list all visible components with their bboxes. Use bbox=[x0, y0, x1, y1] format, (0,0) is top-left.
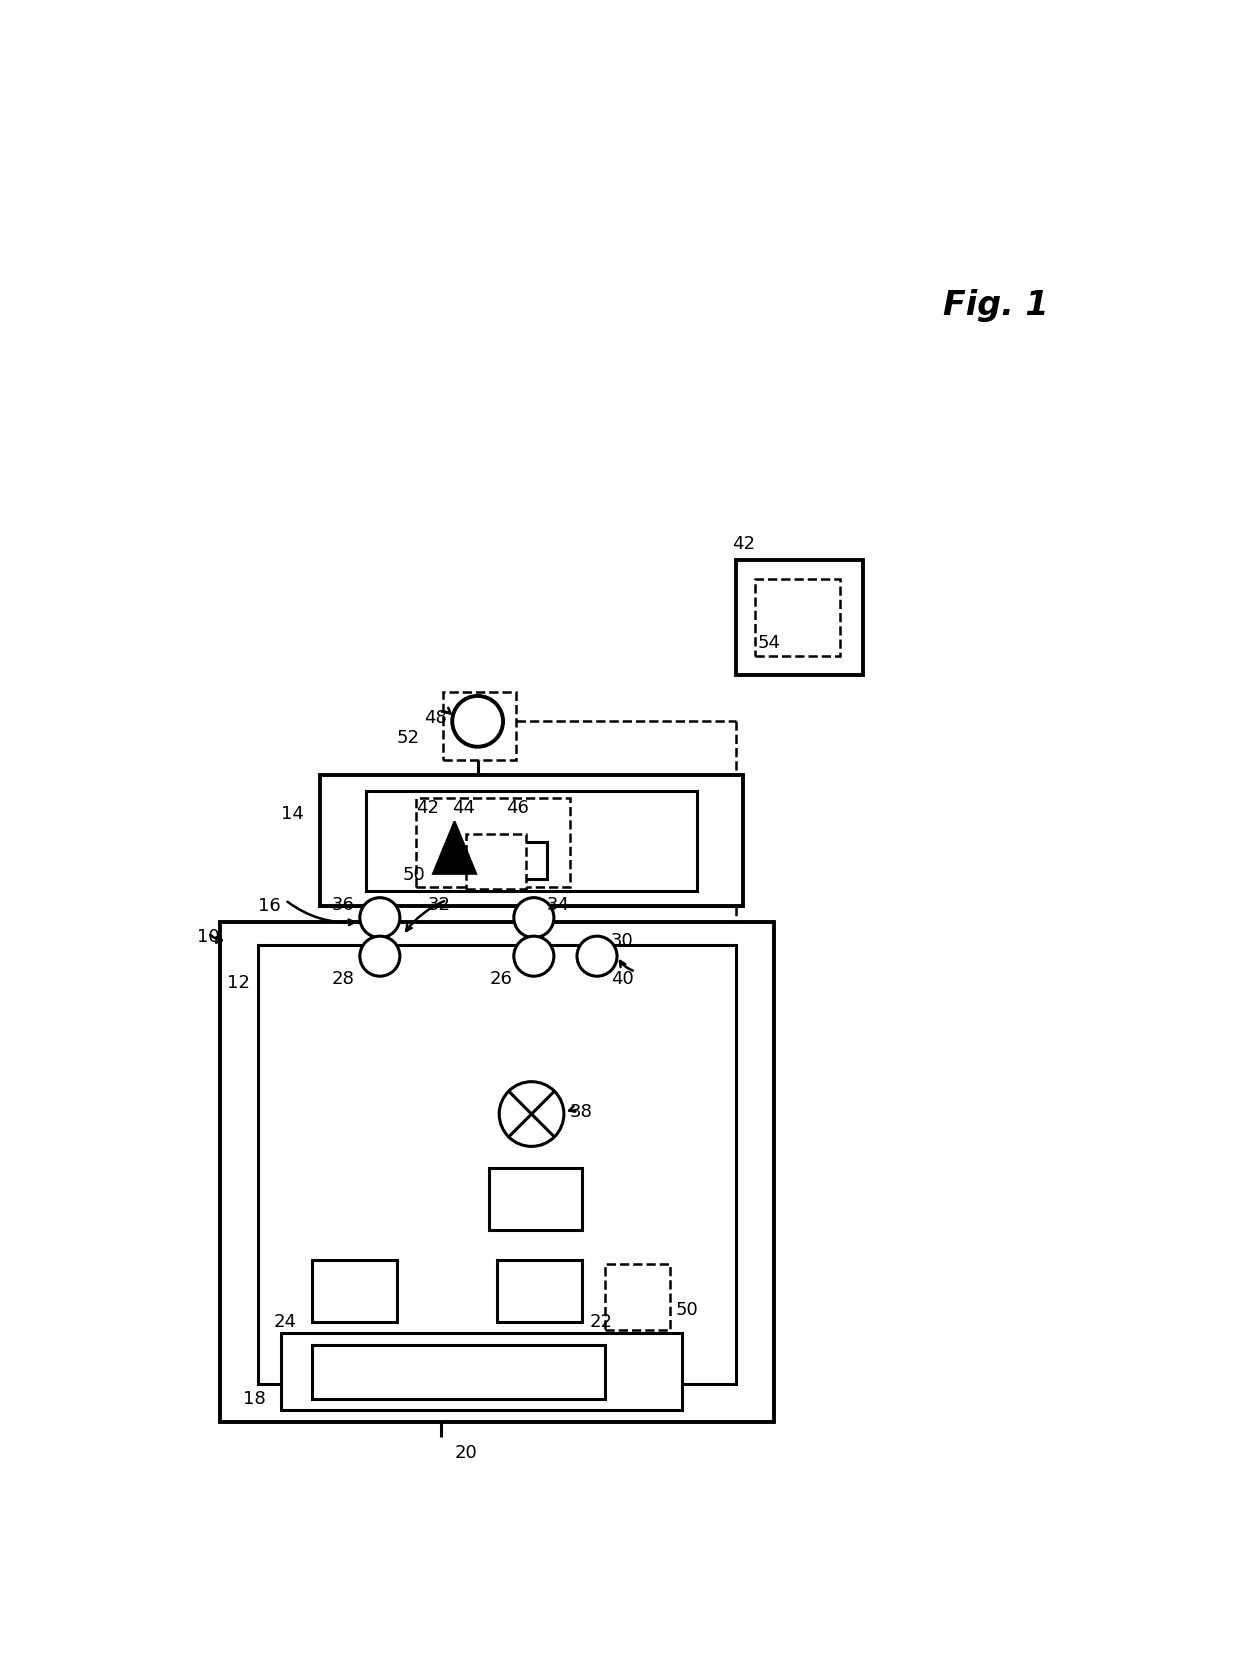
Bar bbox=[320, 775, 743, 907]
Text: 52: 52 bbox=[397, 728, 420, 747]
Text: 20: 20 bbox=[455, 1444, 477, 1462]
Text: 26: 26 bbox=[490, 970, 512, 989]
Circle shape bbox=[577, 937, 618, 977]
Text: 10: 10 bbox=[197, 929, 219, 945]
Circle shape bbox=[453, 695, 503, 747]
Circle shape bbox=[360, 937, 399, 977]
Bar bbox=[312, 1260, 397, 1322]
Bar bbox=[281, 1334, 682, 1410]
Text: 32: 32 bbox=[428, 895, 450, 914]
Bar bbox=[735, 560, 863, 675]
Text: 44: 44 bbox=[453, 798, 475, 817]
Text: 28: 28 bbox=[331, 970, 355, 989]
Text: 16: 16 bbox=[258, 897, 281, 915]
Text: 38: 38 bbox=[570, 1104, 593, 1122]
Text: 24: 24 bbox=[274, 1314, 296, 1330]
Bar bbox=[490, 1169, 582, 1230]
Bar bbox=[466, 834, 526, 889]
Text: 48: 48 bbox=[424, 708, 446, 727]
Text: 46: 46 bbox=[506, 798, 529, 817]
Text: 14: 14 bbox=[281, 805, 304, 823]
Text: 30: 30 bbox=[611, 932, 634, 950]
Text: 18: 18 bbox=[243, 1390, 265, 1409]
Bar bbox=[605, 1264, 670, 1330]
Text: 34: 34 bbox=[547, 895, 570, 914]
Text: 42: 42 bbox=[417, 798, 439, 817]
Bar bbox=[443, 692, 516, 760]
Bar bbox=[417, 798, 570, 887]
Text: 50: 50 bbox=[403, 867, 425, 884]
Bar bbox=[505, 842, 547, 879]
Circle shape bbox=[513, 937, 554, 977]
Text: 40: 40 bbox=[611, 970, 634, 989]
Text: 12: 12 bbox=[227, 974, 250, 992]
Bar bbox=[497, 1260, 582, 1322]
Bar bbox=[755, 578, 839, 655]
Circle shape bbox=[360, 897, 399, 939]
Text: 50: 50 bbox=[676, 1302, 698, 1319]
Text: 54: 54 bbox=[758, 633, 780, 652]
Text: 22: 22 bbox=[589, 1314, 613, 1330]
Circle shape bbox=[513, 897, 554, 939]
Bar bbox=[366, 790, 697, 890]
Circle shape bbox=[500, 1082, 564, 1147]
Bar bbox=[258, 945, 735, 1384]
Text: 36: 36 bbox=[331, 895, 355, 914]
Text: 42: 42 bbox=[732, 535, 755, 553]
Bar bbox=[219, 922, 774, 1422]
Text: Fig. 1: Fig. 1 bbox=[944, 288, 1049, 322]
Polygon shape bbox=[433, 822, 476, 874]
Bar bbox=[312, 1345, 605, 1399]
